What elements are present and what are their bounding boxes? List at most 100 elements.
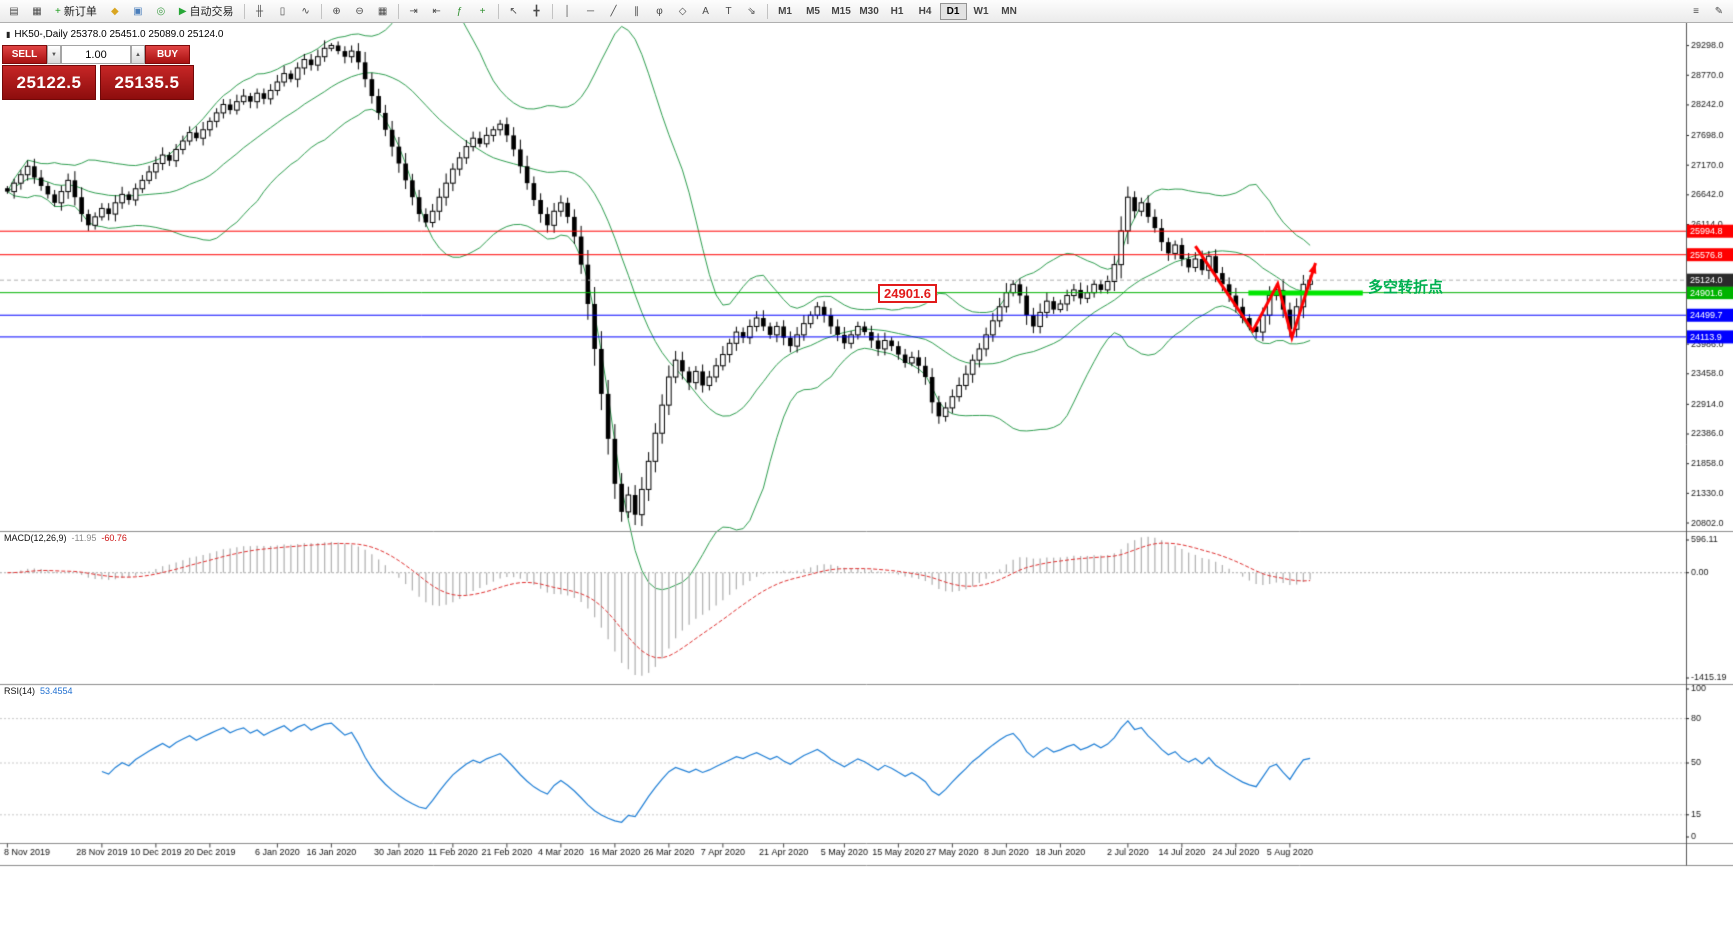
properties-icon[interactable]: ✎ [1708,2,1730,21]
bar-chart-icon[interactable]: ╫ [249,2,271,21]
crosshair-icon[interactable]: ╋ [526,2,548,21]
shapes-icon-glyph: ◇ [678,5,687,17]
terminal-icon-glyph: ▣ [133,5,143,17]
toolbar-separator [497,3,499,19]
buy-price[interactable]: 25135.5 [100,65,194,100]
autotrading-button-glyph: ▶ [178,5,187,17]
cursor-icon[interactable]: ↖ [503,2,525,21]
crosshair-icon-glyph: ╋ [533,5,540,17]
tf-h1-button[interactable]: H1 [884,3,911,20]
macd-name: MACD(12,26,9) [4,533,67,543]
metaeditor-icon-glyph: ◆ [110,5,119,17]
chart-ohlc-title: ▮ HK50-,Daily 25378.0 25451.0 25089.0 25… [6,29,223,40]
horizontal-line-icon-glyph: ─ [587,5,595,17]
tf-m15-button[interactable]: M15 [828,3,855,20]
toolbar: ▤ ▦ + 新订单 ◆ ▣ ◎ ▶ 自动交易 ╫ ▯ ∿ ⊕ ⊖ ▦ ⇥ ⇤ ƒ + ↖ ╋ │ ─ ╱ ∥ φ ◇ A T ⇘ M1 M5 M… [0,0,1733,23]
tf-h4-button[interactable]: H4 [912,3,939,20]
add-indicator-icon[interactable]: + [472,2,494,21]
rsi-value: 53.4554 [40,686,73,696]
line-chart-icon[interactable]: ∿ [295,2,317,21]
price-callout-label[interactable]: 24901.6 [878,284,937,303]
sell-button[interactable]: SELL [2,45,47,64]
chart-profiles-icon-glyph: ▦ [32,5,42,17]
fibonacci-icon[interactable]: φ [649,2,671,21]
ohlc-text: HK50-,Daily 25378.0 25451.0 25089.0 2512… [14,29,224,40]
print-icon-glyph: ≡ [1693,5,1699,17]
fibonacci-icon-glyph: φ [656,5,663,17]
auto-scroll-icon-glyph: ⇥ [409,5,418,17]
auto-scroll-icon[interactable]: ⇥ [403,2,425,21]
strategy-tester-icon-glyph: ◎ [156,5,166,17]
horizontal-line-icon[interactable]: ─ [580,2,602,21]
new-order-button[interactable]: + 新订单 [49,2,103,21]
new-chart-icon[interactable]: ▤ [3,2,25,21]
tf-mn-button[interactable]: MN [996,3,1023,20]
chart-shift-icon[interactable]: ⇤ [426,2,448,21]
volume-increase-button[interactable]: ▲ [131,45,145,64]
toolbar-separator [320,3,322,19]
bar-chart-icon-glyph: ╫ [256,5,264,17]
volume-decrease-button[interactable]: ▼ [47,45,61,64]
metaeditor-icon[interactable]: ◆ [104,2,126,21]
vertical-line-icon[interactable]: │ [557,2,579,21]
text-icon[interactable]: A [695,2,717,21]
add-indicator-icon-glyph: + [479,5,486,17]
text-icon-glyph: A [702,5,709,17]
chart-mini-icon: ▮ [6,30,11,39]
tile-windows-icon-glyph: ▦ [377,5,388,17]
zoom-out-icon-glyph: ⊖ [355,5,364,17]
toolbar-separator [397,3,399,19]
indicators-icon[interactable]: ƒ [449,2,471,21]
tf-m1-button[interactable]: M1 [772,3,799,20]
cursor-icon-glyph: ↖ [509,5,518,17]
print-icon[interactable]: ≡ [1685,2,1707,21]
new-order-button-glyph: + [55,5,61,17]
properties-icon-glyph: ✎ [1714,5,1724,17]
turning-point-note[interactable]: 多空转折点 [1368,279,1444,296]
trendline-icon-glyph: ╱ [610,5,617,17]
equidistant-channel-icon[interactable]: ∥ [626,2,648,21]
shapes-icon[interactable]: ◇ [672,2,694,21]
candlestick-chart-icon[interactable]: ▯ [272,2,294,21]
arrows-icon-glyph: ⇘ [747,5,756,17]
arrows-icon[interactable]: ⇘ [741,2,763,21]
chart-profiles-icon[interactable]: ▦ [26,2,48,21]
toolbar-separator [243,3,245,19]
macd-signal-value: -60.76 [101,533,127,543]
one-click-trading-panel: SELL ▼ ▲ BUY 25122.5 25135.5 [2,45,194,100]
toolbar-separator [551,3,553,19]
vertical-line-icon-glyph: │ [564,5,571,17]
tf-w1-button[interactable]: W1 [968,3,995,20]
line-chart-icon-glyph: ∿ [301,5,310,17]
volume-input[interactable] [61,45,131,64]
macd-main-value: -11.95 [71,533,97,543]
buy-button[interactable]: BUY [145,45,190,64]
macd-indicator-label: MACD(12,26,9) -11.95 -60.76 [4,533,127,543]
zoom-in-icon[interactable]: ⊕ [326,2,348,21]
equidistant-channel-icon-glyph: ∥ [634,5,640,17]
text-label-icon[interactable]: T [718,2,740,21]
terminal-icon[interactable]: ▣ [127,2,149,21]
strategy-tester-icon[interactable]: ◎ [150,2,172,21]
zoom-out-icon[interactable]: ⊖ [349,2,371,21]
trade-panel-controls: SELL ▼ ▲ BUY [2,45,194,64]
indicators-icon-glyph: ƒ [456,5,463,17]
autotrading-button[interactable]: ▶ 自动交易 [173,2,240,21]
rsi-indicator-label: RSI(14) 53.4554 [4,686,73,696]
new-order-button-label: 新订单 [63,6,97,18]
zoom-in-icon-glyph: ⊕ [332,5,341,17]
trade-panel-prices: 25122.5 25135.5 [2,65,194,100]
tf-m30-button[interactable]: M30 [856,3,883,20]
candlestick-chart-icon-glyph: ▯ [279,5,286,17]
chart-shift-icon-glyph: ⇤ [432,5,441,17]
price-chart-canvas[interactable] [0,23,1733,947]
trendline-icon[interactable]: ╱ [603,2,625,21]
tf-d1-button[interactable]: D1 [939,2,967,20]
rsi-name: RSI(14) [4,686,36,696]
toolbar-separator [766,3,768,19]
tile-windows-icon[interactable]: ▦ [372,2,394,21]
text-label-icon-glyph: T [725,5,732,17]
tf-m5-button[interactable]: M5 [800,3,827,20]
sell-price[interactable]: 25122.5 [2,65,96,100]
